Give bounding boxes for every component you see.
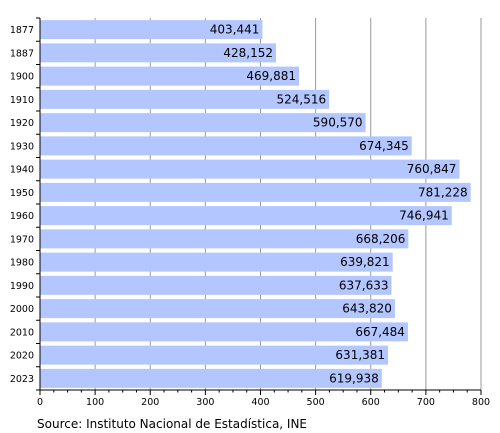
- x-tick-label: 500: [307, 397, 325, 408]
- bar: [40, 299, 395, 319]
- x-tick-label: 100: [86, 397, 104, 408]
- bar-value-label: 524,516: [277, 92, 327, 106]
- bar-value-label: 631,381: [335, 348, 385, 362]
- bar: [40, 43, 277, 63]
- year-tick-label: 1930: [10, 141, 34, 152]
- bar-value-label: 639,821: [340, 255, 390, 269]
- bar: [40, 229, 409, 249]
- year-tick-label: 2020: [10, 351, 34, 362]
- year-tick-label: 2010: [10, 327, 34, 338]
- bar-value-label: 667,484: [355, 325, 405, 339]
- bar-value-label: 619,938: [329, 371, 379, 385]
- x-tick-label: 400: [251, 397, 269, 408]
- bar: [40, 113, 366, 133]
- year-tick-label: 1877: [10, 25, 34, 36]
- bar: [40, 159, 460, 179]
- year-tick-label: 1960: [10, 211, 34, 222]
- year-tick-label: 1887: [10, 48, 34, 59]
- year-tick-label: 1970: [10, 234, 34, 245]
- bar: [40, 275, 392, 295]
- bar: [40, 345, 389, 365]
- year-tick-label: 1910: [10, 95, 34, 106]
- x-tick-label: 600: [362, 397, 380, 408]
- labels: 403,441 1877 428,152 1887 469,881 1900 524,516…: [10, 23, 490, 408]
- x-tick-label: 200: [141, 397, 159, 408]
- bar: [40, 89, 330, 109]
- x-tick-label: 0: [37, 397, 43, 408]
- bar: [40, 136, 412, 156]
- bar-value-label: 668,206: [356, 232, 406, 246]
- year-tick-label: 2023: [10, 374, 34, 385]
- year-tick-label: 1900: [10, 72, 34, 83]
- bar: [40, 322, 408, 342]
- bar-value-label: 637,633: [339, 278, 389, 292]
- bar: [40, 20, 263, 40]
- year-tick-label: 1980: [10, 258, 34, 269]
- bar-value-label: 428,152: [223, 46, 273, 60]
- bar-value-label: 643,820: [342, 302, 392, 316]
- bar: [40, 66, 300, 86]
- year-tick-label: 2000: [10, 304, 34, 315]
- year-tick-label: 1990: [10, 281, 34, 292]
- bar-value-label: 403,441: [210, 23, 260, 37]
- bars: [40, 20, 471, 388]
- year-tick-label: 1940: [10, 165, 34, 176]
- bar: [40, 252, 393, 272]
- bar-value-label: 760,847: [407, 162, 457, 176]
- bar: [40, 206, 452, 226]
- x-tick-label: 700: [417, 397, 435, 408]
- year-tick-label: 1950: [10, 188, 34, 199]
- bar-value-label: 746,941: [399, 209, 449, 223]
- x-tick-label: 300: [196, 397, 214, 408]
- x-tick-label: 800: [472, 397, 490, 408]
- bar: [40, 182, 471, 202]
- source-note: Source: Instituto Nacional de Estadístic…: [37, 417, 307, 431]
- axes: [36, 17, 482, 395]
- year-tick-label: 1920: [10, 118, 34, 129]
- bar-value-label: 674,345: [359, 139, 409, 153]
- bar: [40, 368, 382, 388]
- bar-value-label: 469,881: [246, 69, 296, 83]
- bar-value-label: 590,570: [313, 116, 363, 130]
- bar-value-label: 781,228: [418, 185, 468, 199]
